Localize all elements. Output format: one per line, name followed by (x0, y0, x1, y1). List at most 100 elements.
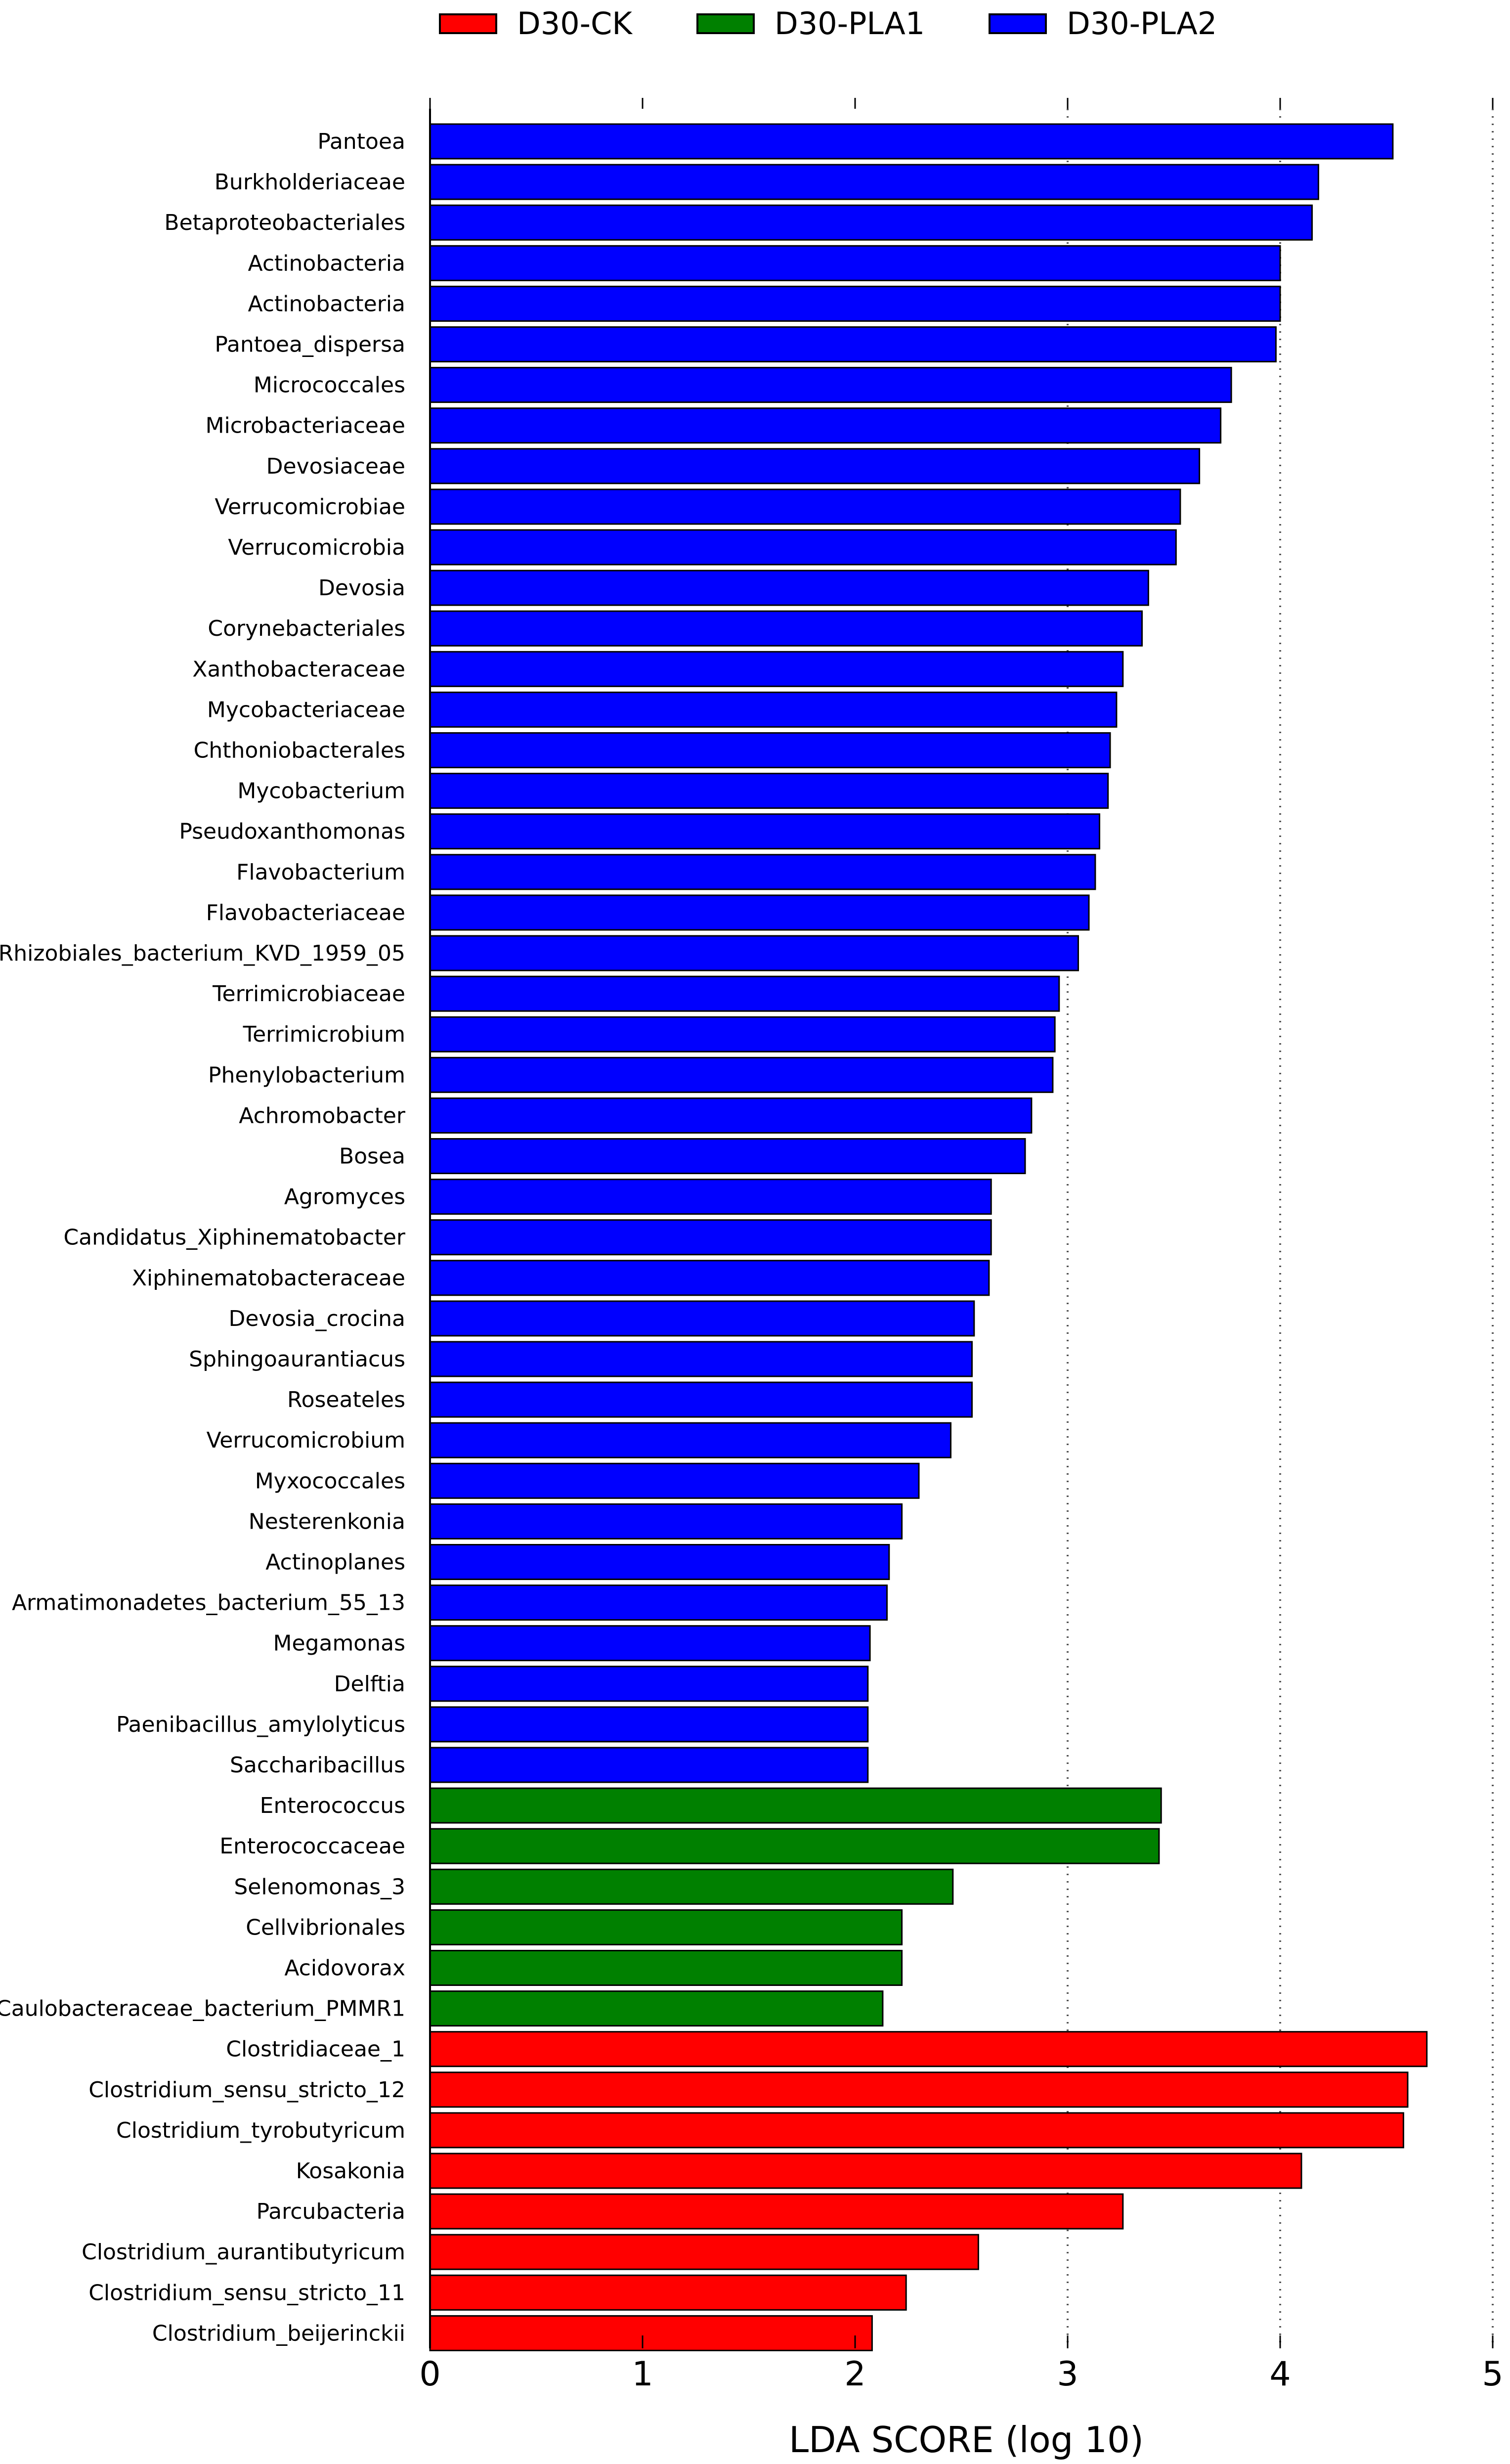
bar (429, 1462, 920, 1499)
bar (429, 285, 1281, 322)
row-label: Xiphinematobacteraceae (132, 1266, 405, 1291)
legend: D30-CK D30-PLA1 D30-PLA2 (0, 0, 1510, 59)
row-label: Betaproteobacteriales (164, 210, 405, 235)
bar (429, 1828, 1160, 1864)
row-label: Flavobacteriaceae (206, 900, 405, 925)
bar (429, 164, 1319, 200)
legend-label-ck: D30-CK (517, 5, 632, 42)
x-tick-label: 1 (632, 2355, 653, 2394)
bar (429, 1625, 871, 1662)
row-label: Clostridium_tyrobutyricum (116, 2118, 405, 2143)
bar (429, 854, 1096, 890)
row-label: Megamonas (273, 1631, 405, 1656)
bar (429, 1179, 992, 1215)
bar (429, 894, 1090, 931)
row-label: Enterococcus (260, 1793, 405, 1818)
row-label: Bosea (339, 1144, 405, 1169)
row-label: Myxococcales (255, 1468, 405, 1494)
bar (429, 732, 1111, 768)
row-label: Flavobacterium (236, 860, 405, 885)
row-label: Saccharibacillus (230, 1753, 405, 1778)
bar (429, 1422, 951, 1458)
legend-swatch-pla2 (989, 13, 1047, 34)
row-label: Clostridium_sensu_stricto_11 (88, 2280, 405, 2305)
row-label: Clostridium_beijerinckii (152, 2321, 405, 2346)
row-label: Mycobacteriaceae (207, 697, 405, 722)
row-label: Acidovorax (284, 1956, 405, 1981)
row-label: Enterococcaceae (219, 1834, 405, 1859)
row-label: Burkholderiaceae (215, 170, 405, 195)
row-label: Actinobacteria (248, 251, 405, 276)
legend-label-pla1: D30-PLA1 (775, 5, 925, 42)
row-label: Selenomonas_3 (234, 1874, 405, 1899)
bar (429, 1503, 903, 1540)
bar (429, 1990, 884, 2027)
bar (429, 245, 1281, 281)
row-label: Agromyces (284, 1185, 405, 1210)
bar (429, 691, 1118, 728)
x-tick-label: 5 (1482, 2355, 1503, 2394)
row-label: Actinoplanes (265, 1550, 405, 1575)
bar (429, 1097, 1033, 1134)
bar (429, 1341, 973, 1377)
row-label: Devosia (318, 575, 405, 601)
row-label: Clostridium_aurantibutyricum (82, 2240, 405, 2265)
legend-swatch-ck (439, 13, 497, 34)
bar (429, 1381, 973, 1418)
row-label: Nesterenkonia (249, 1509, 405, 1534)
row-label: Armatimonadetes_bacterium_55_13 (12, 1590, 405, 1616)
row-label: Pseudoxanthomonas (179, 819, 405, 844)
bar (429, 123, 1394, 160)
row-label: Microbacteriaceae (206, 413, 405, 439)
bar (429, 1706, 869, 1743)
row-label: Corynebacteriales (208, 616, 405, 641)
bar (429, 2315, 873, 2351)
row-label: Parcubacteria (257, 2199, 405, 2224)
row-label: Chthoniobacterales (194, 738, 405, 763)
bar (429, 935, 1079, 971)
bar (429, 570, 1149, 606)
bar (429, 1666, 869, 1702)
bar (429, 1016, 1056, 1053)
row-label: Phenylobacterium (208, 1062, 405, 1088)
row-label: Xanthobacteraceae (192, 657, 405, 682)
row-label: Verrucomicrobiae (215, 494, 405, 520)
row-label: Clostridiaceae_1 (226, 2037, 405, 2062)
row-label: Devosia_crocina (228, 1306, 405, 1331)
row-label: Achromobacter (239, 1103, 406, 1128)
row-label: Roseateles (287, 1387, 405, 1412)
row-label: Delftia (334, 1672, 405, 1697)
bar (429, 2071, 1409, 2108)
bar (429, 2112, 1404, 2149)
bar (429, 1584, 888, 1621)
bar (429, 1544, 890, 1580)
legend-item-pla1: D30-PLA1 (696, 5, 925, 42)
legend-swatch-pla1 (696, 13, 755, 34)
bar (429, 651, 1124, 687)
bar (429, 1260, 990, 1296)
row-label: Pantoea (317, 129, 405, 154)
bar (429, 367, 1232, 403)
bar (429, 407, 1222, 444)
row-label: Clostridium_sensu_stricto_12 (88, 2077, 405, 2103)
x-tick-label: 3 (1057, 2355, 1078, 2394)
row-label: Candidatus_Xiphinematobacter (63, 1225, 405, 1250)
row-label: Kosakonia (296, 2158, 405, 2184)
bar (429, 773, 1109, 809)
x-axis-title: LDA SCORE (log 10) (789, 2419, 1144, 2461)
bar (429, 1868, 954, 1905)
bar (429, 813, 1100, 850)
bar (429, 1219, 992, 1256)
bar (429, 1138, 1026, 1174)
row-label: Mycobacterium (237, 779, 405, 804)
bar (429, 1950, 903, 1986)
row-label: Micrococcales (254, 373, 405, 398)
bar (429, 1056, 1054, 1093)
legend-label-pla2: D30-PLA2 (1067, 5, 1217, 42)
bar (429, 448, 1201, 484)
legend-item-pla2: D30-PLA2 (989, 5, 1217, 42)
x-tick-label: 4 (1269, 2355, 1291, 2394)
bar (429, 2153, 1302, 2189)
bar (429, 204, 1313, 241)
row-label: Caulobacteraceae_bacterium_PMMR1 (0, 1996, 405, 2022)
